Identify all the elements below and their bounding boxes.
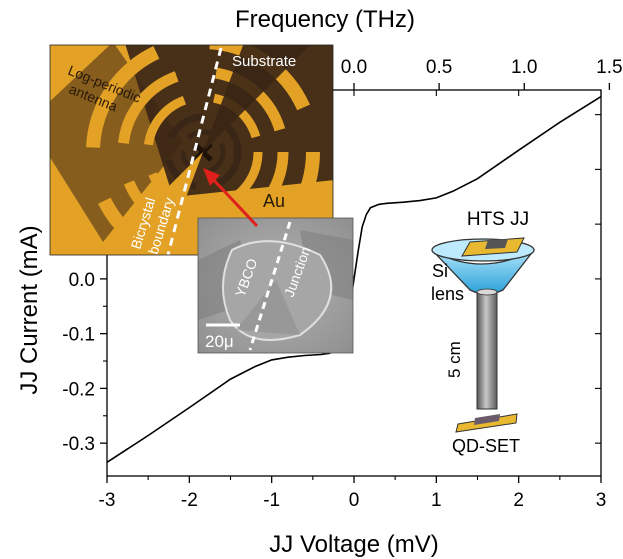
top-tick-label: 0.0 xyxy=(341,57,367,78)
scale-label: 20μ xyxy=(205,332,234,351)
x-tick-label: -3 xyxy=(99,490,116,511)
length-label: 5 cm xyxy=(445,341,464,378)
y-tick-label: -0.3 xyxy=(62,434,95,455)
y-tick-label: -0.1 xyxy=(62,325,95,346)
top-tick-label: 1.0 xyxy=(511,57,537,78)
x-tick-label: 0 xyxy=(349,490,360,511)
x-tick-label: -1 xyxy=(263,490,280,511)
x-tick-label: 1 xyxy=(431,490,442,511)
top-tick-label: 0.5 xyxy=(426,57,452,78)
zoom-arrow xyxy=(208,174,259,228)
top-tick-label: 1.5 xyxy=(596,57,622,78)
x-axis-title: JJ Voltage (mV) xyxy=(269,531,438,558)
x-tick-label: -2 xyxy=(181,490,198,511)
y-tick-label: -0.2 xyxy=(62,379,95,400)
series-line xyxy=(106,95,602,463)
setup-sketch: HTS JJ Si lens 5 cm QD-SET xyxy=(431,209,535,456)
top-axis-ticks: 0.0 0.5 1.0 1.5 xyxy=(341,57,623,90)
substrate-label: Substrate xyxy=(232,53,296,70)
lens-label: lens xyxy=(431,284,464,304)
hts-jj-label: HTS JJ xyxy=(467,209,529,230)
y-axis-ticks: -0.3 -0.2 -0.1 0.0 xyxy=(62,86,601,455)
x-tick-label: 2 xyxy=(513,490,524,511)
sem-micrograph-inset: YBCO Junction 20μ xyxy=(198,218,353,353)
zoom-arrow-head xyxy=(203,168,220,186)
boundary-label: Bicrystal boundary xyxy=(128,190,178,256)
x-tick-label: 3 xyxy=(596,490,607,511)
qd-set-label: QD-SET xyxy=(452,436,520,456)
si-label: Si xyxy=(432,261,448,281)
top-axis-title: Frequency (THz) xyxy=(235,6,415,33)
y-axis-title: JJ Current (mA) xyxy=(16,225,43,394)
au-label: Au xyxy=(263,191,285,211)
y-tick-label: 0.0 xyxy=(69,270,95,291)
